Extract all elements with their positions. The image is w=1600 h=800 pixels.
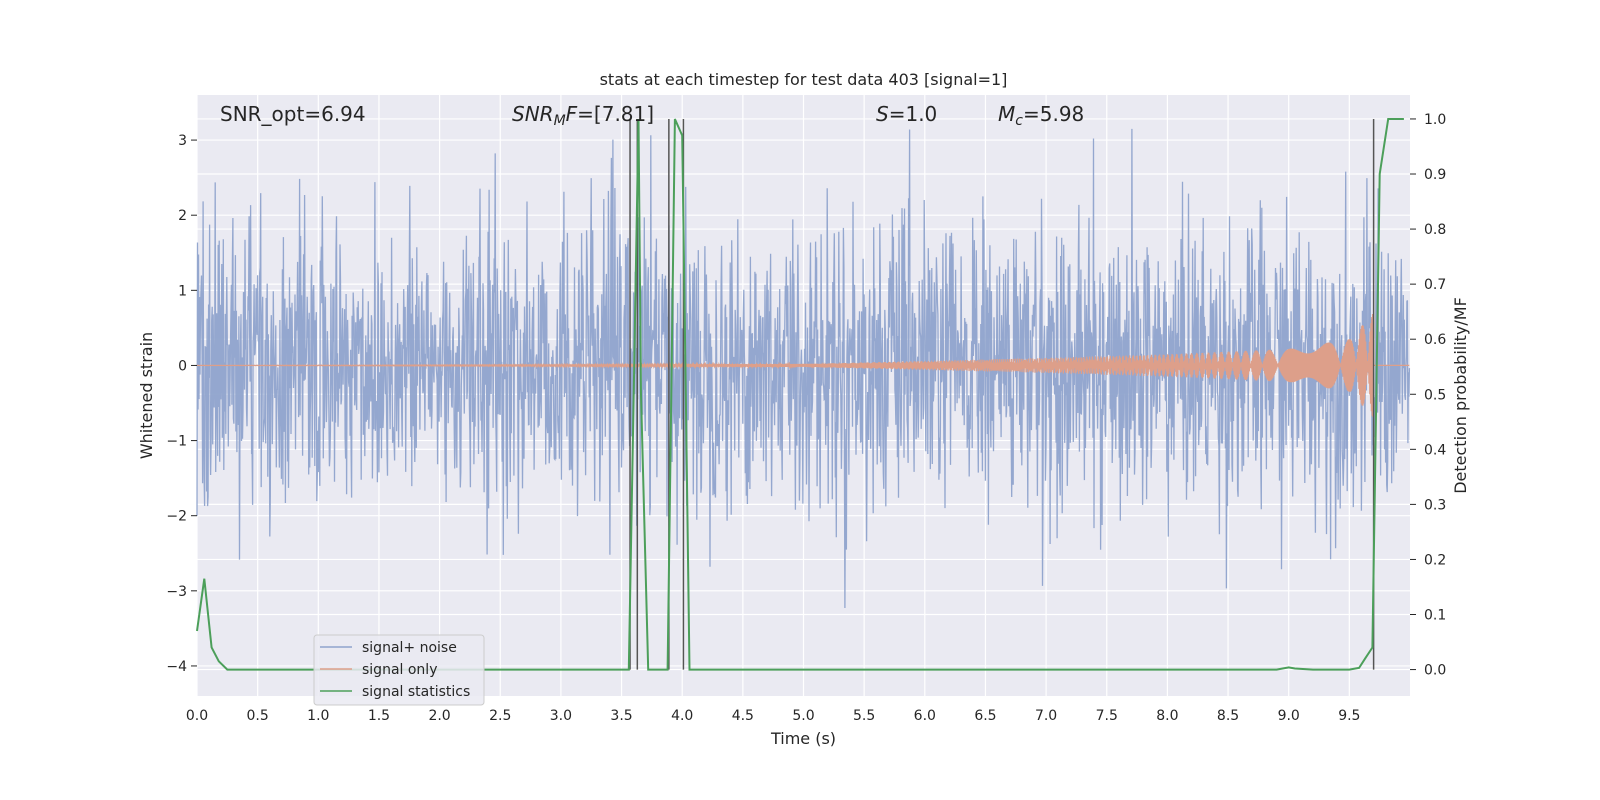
legend-entry-signal-only: signal only bbox=[362, 662, 437, 678]
y-right-tick-label: 0.4 bbox=[1424, 442, 1446, 458]
legend-entry-signal-statistics: signal statistics bbox=[362, 684, 470, 700]
y-left-tick-label: 2 bbox=[178, 208, 187, 224]
y-left-tick-label: 1 bbox=[178, 283, 187, 299]
y-right-tick-label: 1.0 bbox=[1424, 112, 1446, 128]
legend-entry-signal-noise: signal+ noise bbox=[362, 640, 457, 656]
x-tick-label: 8.0 bbox=[1156, 708, 1178, 724]
annotation-mc: Mc=5.98 bbox=[998, 102, 1084, 129]
x-tick-label: 6.0 bbox=[914, 708, 936, 724]
annotation-snr-opt: SNR_opt=6.94 bbox=[220, 102, 366, 126]
y-right-tick-label: 0.5 bbox=[1424, 387, 1446, 403]
x-tick-label: 9.5 bbox=[1338, 708, 1360, 724]
legend-box bbox=[313, 634, 485, 706]
x-tick-label: 6.5 bbox=[974, 708, 996, 724]
y-left-tick-label: −4 bbox=[166, 659, 187, 675]
y-left-tick-label: 3 bbox=[178, 133, 187, 149]
signal-only-line bbox=[197, 313, 1410, 418]
y-right-tick-label: 0.8 bbox=[1424, 222, 1446, 238]
y-right-tick-label: 0.0 bbox=[1424, 663, 1446, 679]
y-axis-label-right: Detection probability/MF bbox=[1451, 297, 1470, 494]
chart-title: stats at each timestep for test data 403… bbox=[600, 70, 1008, 89]
x-tick-label: 7.5 bbox=[1096, 708, 1118, 724]
x-tick-label: 1.5 bbox=[368, 708, 390, 724]
y-left-tick-label: 0 bbox=[178, 358, 187, 374]
x-tick-label: 2.0 bbox=[428, 708, 450, 724]
x-tick-label: 4.5 bbox=[732, 708, 754, 724]
y-left-tick-label: −2 bbox=[166, 509, 187, 525]
y-right-tick-label: 0.1 bbox=[1424, 608, 1446, 624]
x-tick-label: 3.0 bbox=[550, 708, 572, 724]
y-left-tick-label: −3 bbox=[166, 584, 187, 600]
x-tick-label: 0.5 bbox=[247, 708, 269, 724]
x-tick-label: 7.0 bbox=[1035, 708, 1057, 724]
legend: signal+ noise signal only signal statist… bbox=[313, 634, 485, 706]
x-tick-label: 0.0 bbox=[186, 708, 208, 724]
x-tick-label: 8.5 bbox=[1217, 708, 1239, 724]
axes: 0.0 0.5 1.0 1.5 2.0 2.5 3.0 3.5 4.0 4.5 5.0 5.5 6.0 6… bbox=[166, 112, 1446, 724]
y-right-tick-label: 0.2 bbox=[1424, 552, 1446, 568]
x-tick-label: 5.5 bbox=[853, 708, 875, 724]
y-right-tick-label: 0.6 bbox=[1424, 332, 1446, 348]
signal-noise-line bbox=[196, 128, 1411, 609]
x-tick-label: 5.0 bbox=[792, 708, 814, 724]
y-right-tick-label: 0.9 bbox=[1424, 167, 1446, 183]
series-signal-only bbox=[197, 313, 1410, 418]
series-signal-noise bbox=[196, 128, 1411, 609]
y-left-tick-label: −1 bbox=[166, 434, 187, 450]
x-tick-label: 1.0 bbox=[307, 708, 329, 724]
annotation-snr-mf: SNRMF=[7.81] bbox=[512, 102, 654, 129]
y-axis-label-left: Whitened strain bbox=[137, 332, 156, 459]
y-right-tick-label: 0.7 bbox=[1424, 277, 1446, 293]
x-axis-label: Time (s) bbox=[770, 729, 836, 748]
annotation-s: S=1.0 bbox=[876, 102, 937, 126]
x-tick-label: 9.0 bbox=[1278, 708, 1300, 724]
x-tick-label: 3.5 bbox=[610, 708, 632, 724]
x-tick-label: 2.5 bbox=[489, 708, 511, 724]
y-right-tick-label: 0.3 bbox=[1424, 497, 1446, 513]
x-tick-label: 4.0 bbox=[671, 708, 693, 724]
